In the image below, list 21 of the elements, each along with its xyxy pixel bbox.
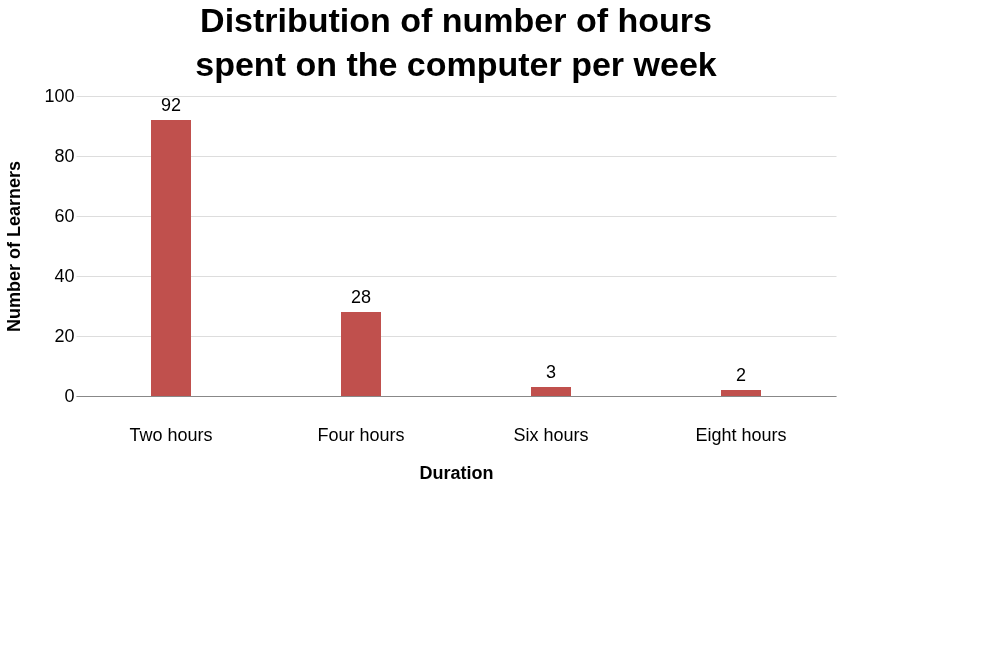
x-tick-label: Eight hours: [695, 424, 787, 445]
bar: [721, 390, 761, 396]
y-tick-label: 80: [54, 145, 75, 166]
bar: [531, 387, 571, 396]
data-label: 3: [545, 362, 557, 382]
y-tick-label: 20: [54, 325, 75, 346]
y-tick-label: 0: [64, 385, 75, 406]
data-label: 2: [735, 365, 747, 385]
bar: [341, 312, 381, 396]
bar: [151, 120, 191, 396]
y-tick-label: 100: [44, 85, 75, 106]
data-label: 92: [160, 95, 182, 115]
x-axis-title: Duration: [419, 462, 494, 483]
y-tick-label: 40: [54, 265, 75, 286]
data-label: 28: [350, 287, 372, 307]
chart-title: Distribution of number of hours spent on the computer per week: [195, 1, 717, 83]
x-tick-label: Two hours: [129, 424, 213, 445]
x-tick-label: Six hours: [513, 424, 589, 445]
y-tick-label: 60: [54, 205, 75, 226]
y-axis-title: Number of Learners: [4, 160, 25, 333]
x-tick-label: Four hours: [317, 424, 405, 445]
